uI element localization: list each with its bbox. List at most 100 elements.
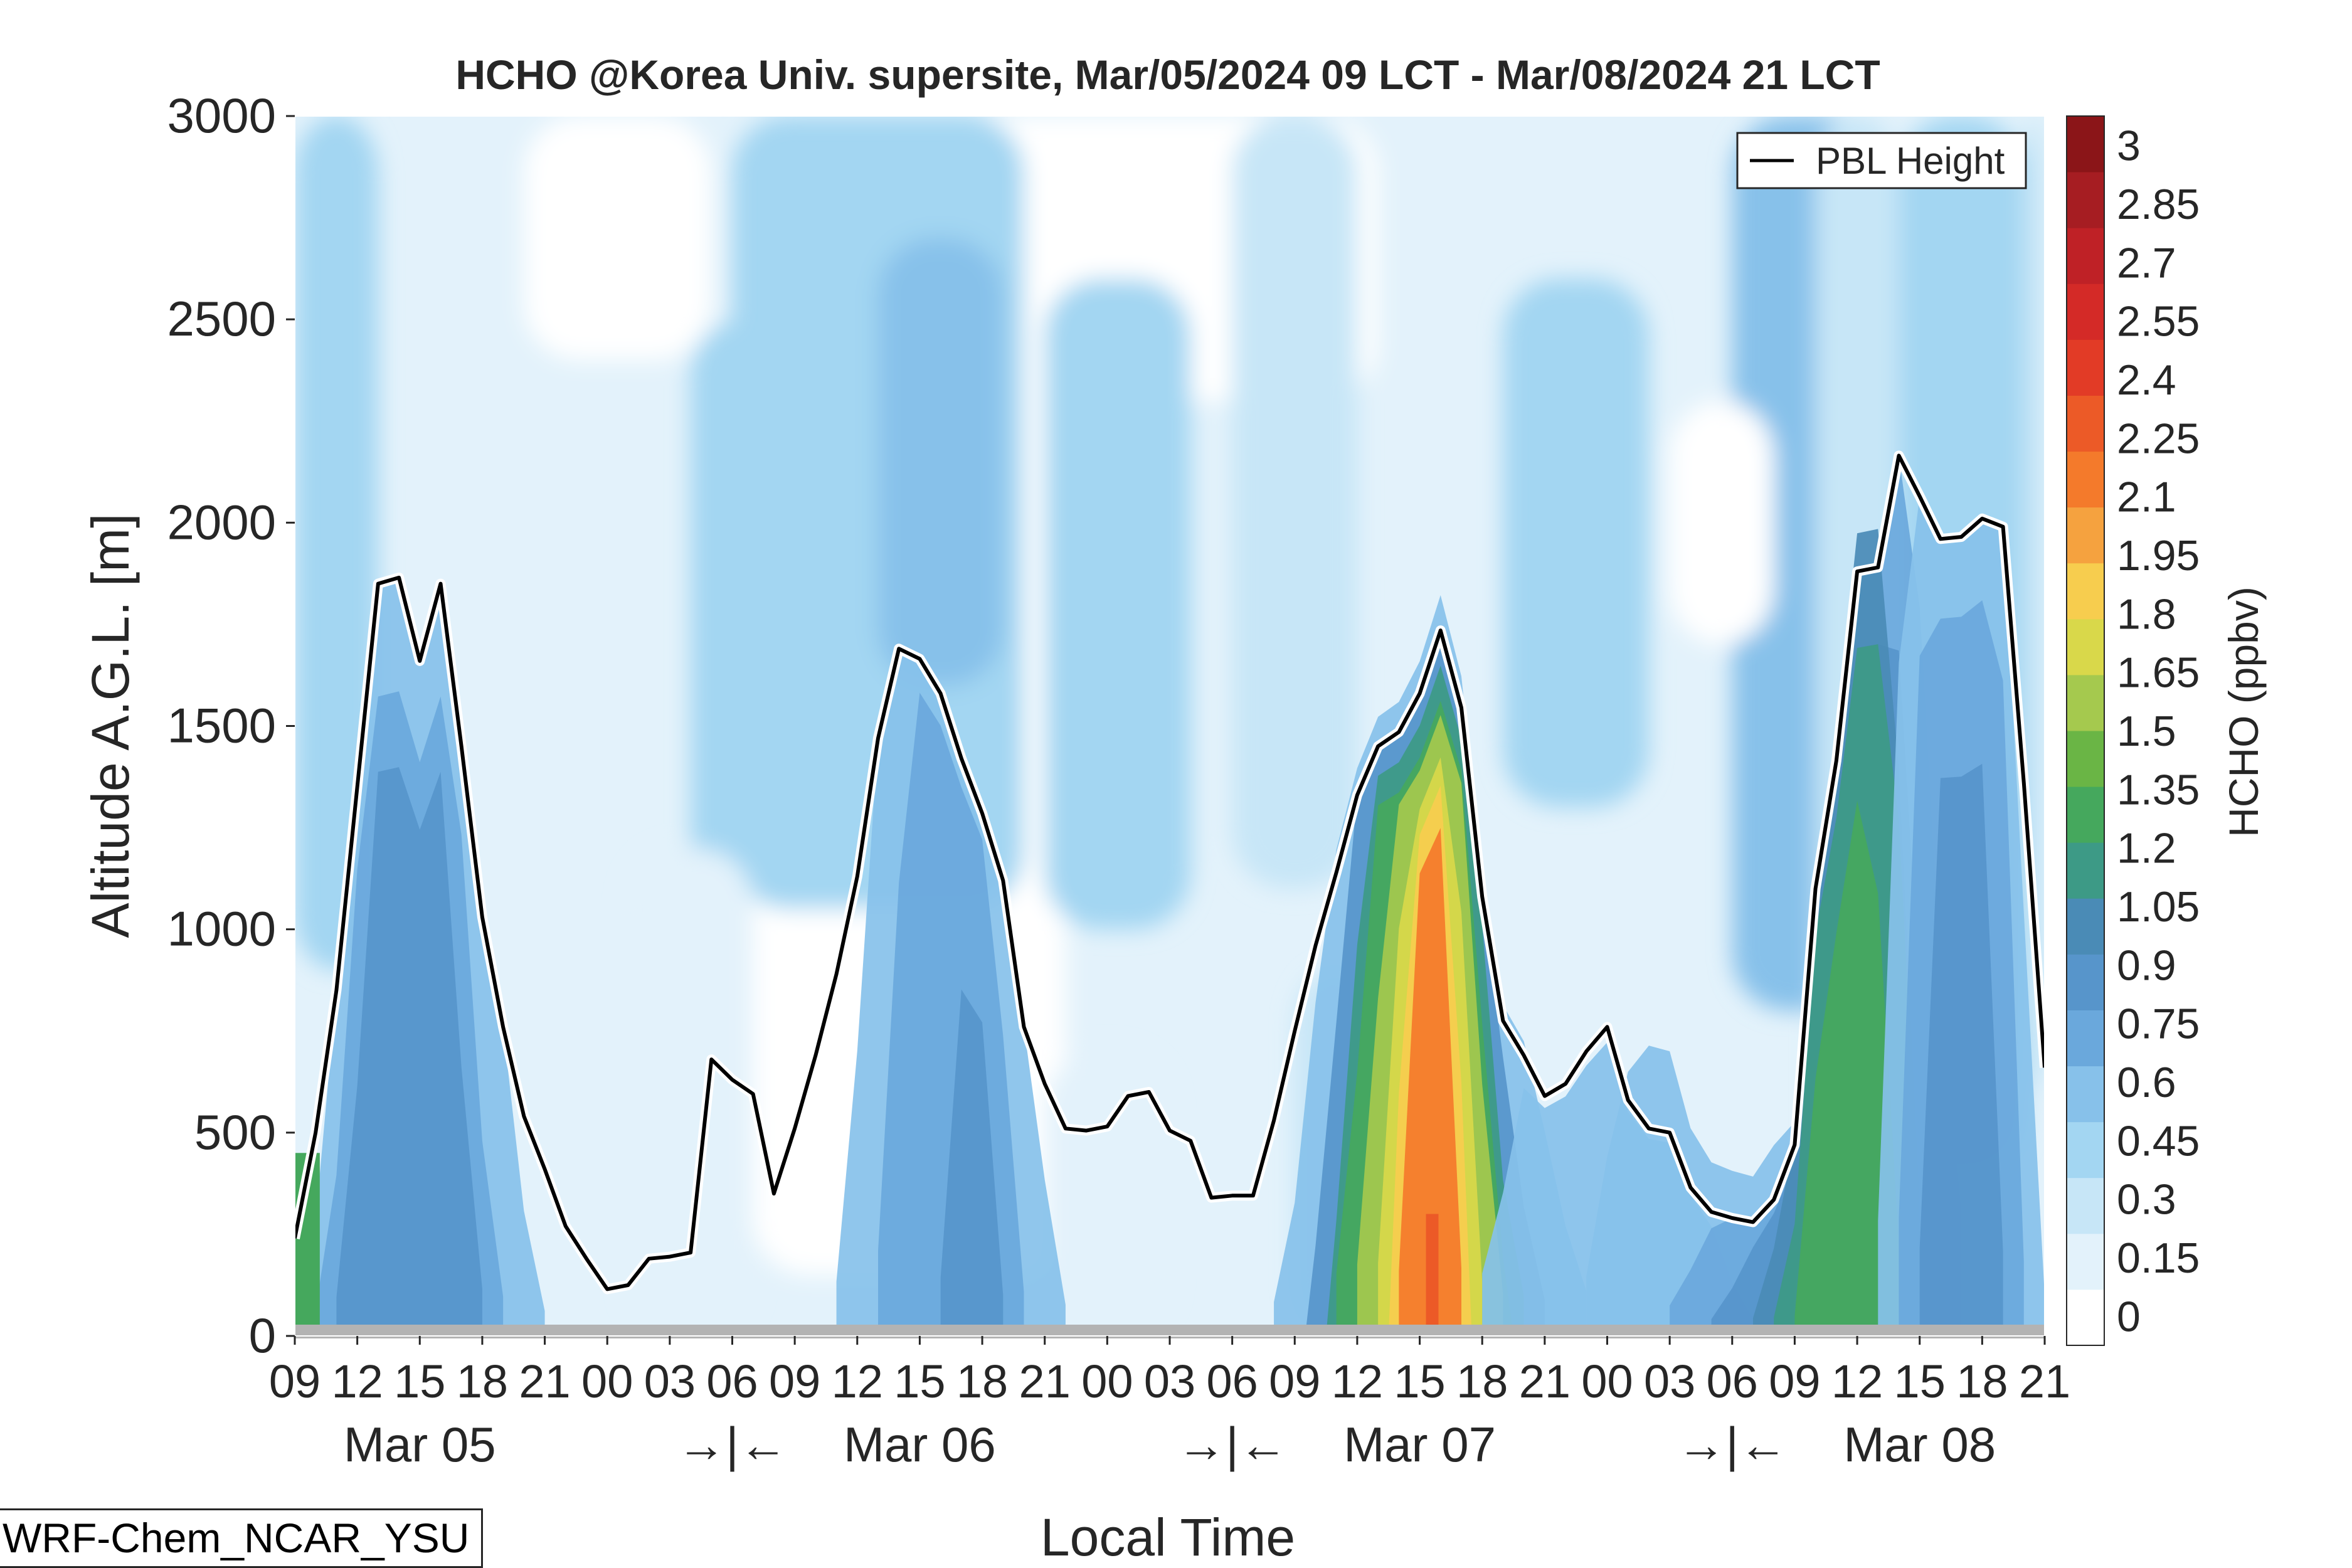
y-tick-label: 1500 [167,698,276,753]
x-tick-label: 21 [1519,1355,1571,1407]
y-tick-label: 1000 [167,901,276,956]
x-tick-label: 18 [1956,1355,2008,1407]
colorbar-segment [2067,116,2104,172]
colorbar-segment [2067,507,2104,564]
x-day-labels: Mar 05 →|← Mar 06 →|← Mar 07 →|← Mar 08 [344,1417,1996,1472]
colorbar-tick-label: 1.95 [2117,532,2200,580]
pbl-height-line [295,453,2045,1291]
x-day-label: Mar 06 [844,1417,996,1472]
x-tick-label: 15 [394,1355,445,1407]
x-tick-label: 06 [1206,1355,1258,1407]
x-tick-label: 15 [894,1355,945,1407]
colorbar-tick-label: 0 [2117,1293,2141,1340]
contour-field [295,116,2045,1336]
field-blob [1503,278,1649,808]
colorbar-tick-label: 1.65 [2117,649,2200,697]
concentration-layer [1399,828,1461,1336]
colorbar-segment [2067,172,2104,228]
chart-title: HCHO @Korea Univ. supersite, Mar/05/2024… [455,51,1880,98]
x-tick-label: 18 [1456,1355,1508,1407]
x-day-label: →|← [1677,1417,1788,1472]
y-tick-label: 500 [194,1104,276,1160]
colorbar-tick-label: 1.05 [2117,883,2200,931]
field-blob [1670,400,1774,645]
field-blob [628,848,753,1336]
colorbar-tick-label: 1.35 [2117,766,2200,813]
x-axis-label: Local Time [1041,1508,1295,1567]
x-tick-label: 12 [331,1355,383,1407]
colorbar-frame [2066,115,2105,1346]
x-tick-label: 12 [1831,1355,1883,1407]
colorbar-segment [2067,731,2104,787]
colorbar-tick-label: 2.4 [2117,356,2176,404]
x-day-label: →|← [1177,1417,1288,1472]
colorbar-tick-label: 0.45 [2117,1117,2200,1165]
legend-entry-pbl: PBL Height [1816,140,2005,182]
x-tick-label: 09 [269,1355,320,1407]
colorbar-tick-label: 2.55 [2117,298,2200,346]
x-tick-label: 06 [1707,1355,1758,1407]
x-tick-label: 00 [581,1355,633,1407]
field-blob [1044,1051,1170,1336]
x-tick-label: 18 [457,1355,508,1407]
y-axis: 0 500 1000 1500 2000 2500 3000 [167,88,295,1363]
colorbar-tick-label: 0.3 [2117,1176,2176,1224]
colorbar-segment [2067,451,2104,508]
colorbar-segment [2067,1177,2104,1234]
x-tick-label: 15 [1894,1355,1946,1407]
x-tick-label: 03 [1144,1355,1195,1407]
colorbar-tick-label: 2.7 [2117,239,2176,287]
colorbar-tick-label: 0.75 [2117,1000,2200,1048]
colorbar-segment [2067,283,2104,340]
colorbar-segment [2067,674,2104,731]
field-blob [1232,116,1357,889]
legend: PBL Height [1736,132,2027,189]
field-blob [524,116,712,360]
colorbar-tick-label: 0.9 [2117,941,2176,989]
colorbar-segment [2067,1010,2104,1067]
colorbar-tick-label: 2.85 [2117,181,2200,228]
x-tick-label: 15 [1394,1355,1445,1407]
ground-strip [295,1325,2045,1338]
pbl-layer [295,450,2045,1295]
colorbar-segment [2067,898,2104,955]
colorbar-label: HCHO (ppbv) [2220,586,2267,837]
concentration-layer [336,767,482,1336]
x-tick-label: 18 [956,1355,1008,1407]
x-tick-label: 12 [1332,1355,1383,1407]
colorbar: 0 0.15 0.3 0.45 0.6 0.75 0.9 1.05 1.2 1.35 1.5 1.65… [2066,115,2200,1346]
colorbar-tick-label: 1.8 [2117,590,2176,638]
colorbar-segment [2067,339,2104,396]
x-tick-label: 09 [1269,1355,1320,1407]
colorbar-segment [2067,395,2104,452]
field-blob [1044,278,1191,930]
colorbar-tick-label: 1.2 [2117,825,2176,872]
colorbar-segment [2067,228,2104,284]
colorbar-segment [2067,618,2104,675]
x-tick-label: 06 [706,1355,758,1407]
y-axis-label: Altitude A.G.L. [m] [81,514,140,938]
x-day-label: →|← [677,1417,787,1472]
y-tick-label: 0 [249,1308,276,1363]
x-tick-label: 21 [519,1355,570,1407]
colorbar-tick-label: 2.25 [2117,415,2200,462]
y-tick-label: 3000 [167,88,276,143]
x-tick-label: 03 [644,1355,696,1407]
colorbar-tick-label: 1.5 [2117,707,2176,755]
x-day-label: Mar 08 [1843,1417,1996,1472]
x-day-label: Mar 07 [1343,1417,1496,1472]
concentration-layer [1794,800,1899,1336]
field-blob [878,238,1004,686]
colorbar-tick-label: 0.15 [2117,1234,2200,1282]
colorbar-segment [2067,1233,2104,1290]
colorbar-segment [2067,787,2104,843]
x-tick-label: 03 [1644,1355,1695,1407]
x-day-label: Mar 05 [344,1417,496,1472]
x-tick-label: 12 [832,1355,883,1407]
x-tick-label: 00 [1581,1355,1633,1407]
colorbar-segment [2067,1066,2104,1123]
y-tick-label: 2500 [167,291,276,346]
x-tick-label: 09 [1769,1355,1820,1407]
